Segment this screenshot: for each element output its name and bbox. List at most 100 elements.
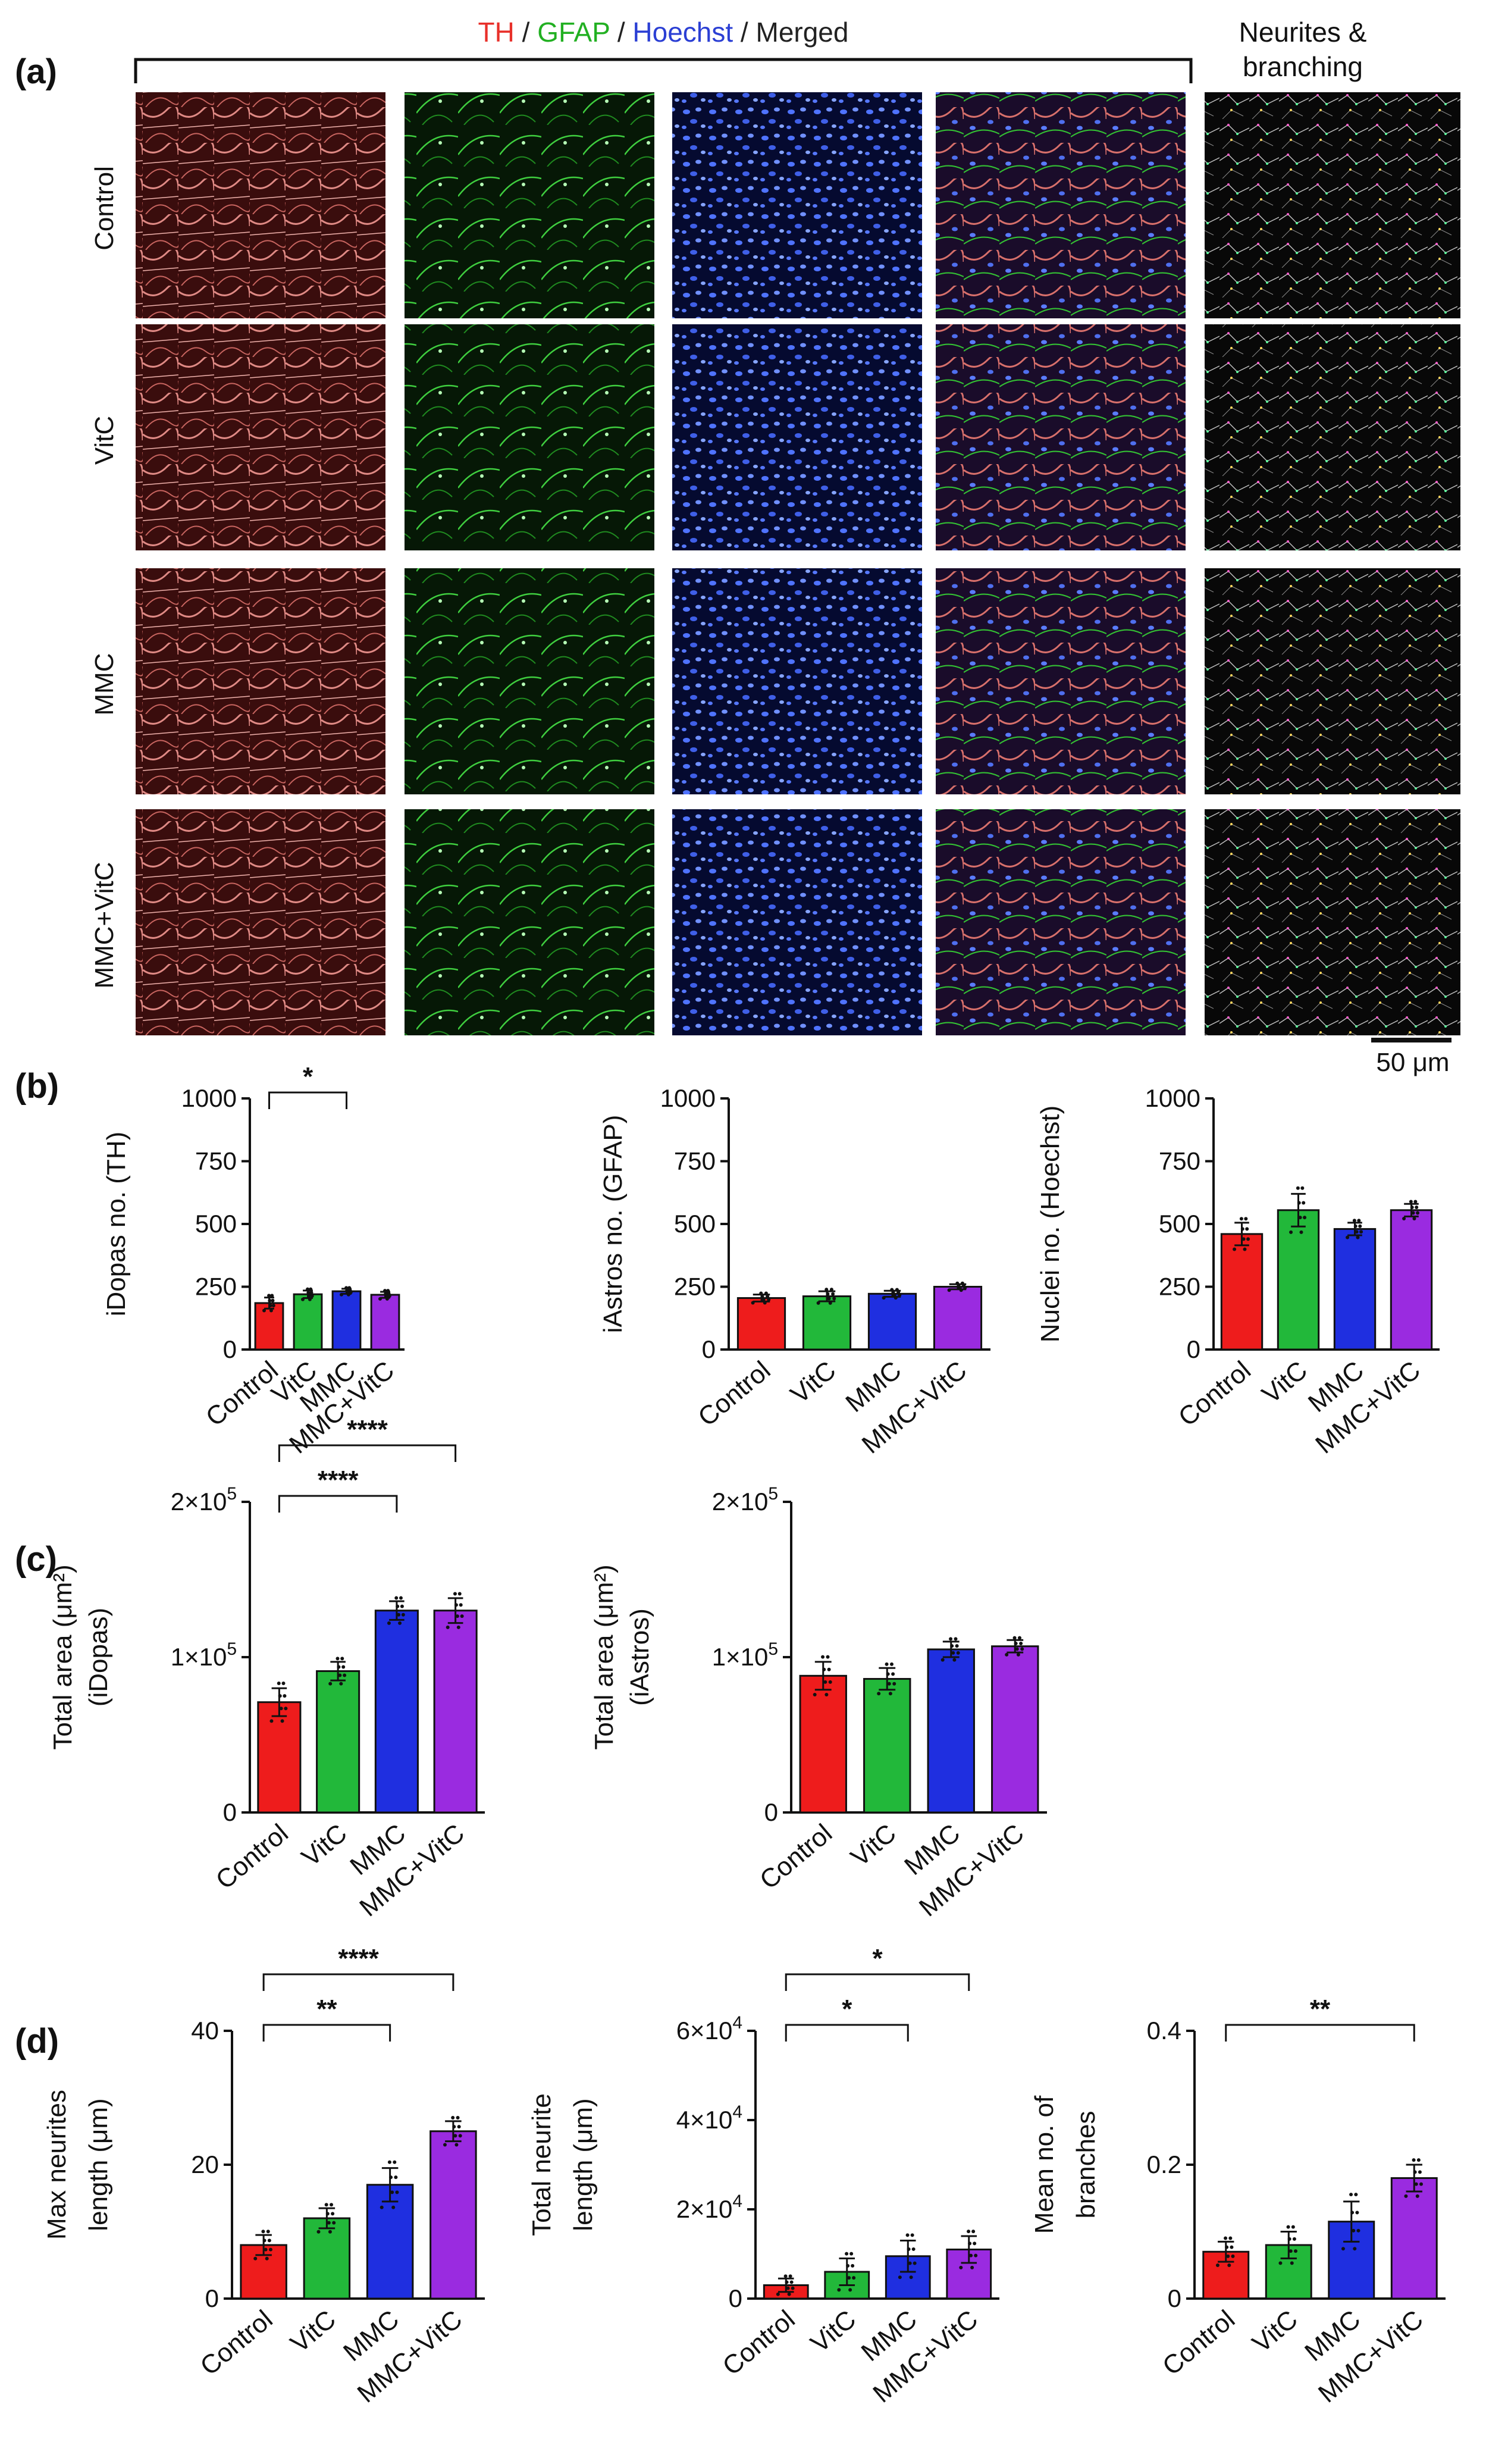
y-tick-label: 1×105 bbox=[712, 1639, 778, 1671]
y-tick-label-exp: 5 bbox=[227, 1639, 237, 1659]
bar-vitc bbox=[303, 2217, 351, 2300]
y-tick-label: 0 bbox=[223, 1335, 237, 1363]
replicate-dot bbox=[849, 2252, 854, 2256]
replicate-dot bbox=[1350, 2211, 1355, 2215]
replicate-dot bbox=[269, 1308, 273, 1313]
replicate-dot bbox=[391, 2205, 396, 2209]
replicate-dot bbox=[309, 1287, 313, 1291]
replicate-dot bbox=[831, 1292, 835, 1296]
significance-label: * bbox=[872, 1944, 883, 1973]
bar-mmc bbox=[366, 2184, 414, 2300]
replicate-dot bbox=[399, 1596, 403, 1600]
bar-mmc-vitc bbox=[370, 1294, 400, 1351]
micrograph-mmc-vitc-merged bbox=[936, 809, 1186, 1035]
x-tick-label: Control bbox=[211, 1818, 294, 1895]
x-tick-label: VitC bbox=[845, 1818, 902, 1872]
replicate-dot bbox=[1402, 1217, 1406, 1221]
replicate-dot bbox=[1352, 2228, 1356, 2233]
replicate-dot bbox=[277, 1681, 281, 1685]
scale-bar-label: 50 μm bbox=[1376, 1048, 1449, 1077]
replicate-dot bbox=[1413, 1200, 1418, 1204]
replicate-dot bbox=[396, 1604, 400, 1608]
significance-label: ** bbox=[316, 1995, 337, 2024]
micrograph-mmc-hoechst bbox=[672, 568, 922, 794]
replicate-dot bbox=[905, 2233, 910, 2237]
replicate-dot bbox=[1292, 2237, 1296, 2241]
y-axis-label-line2: length (μm) bbox=[569, 2098, 598, 2231]
replicate-dot bbox=[1291, 2225, 1295, 2229]
replicate-dot bbox=[786, 2286, 790, 2290]
significance-label: **** bbox=[318, 1466, 359, 1495]
replicate-dot bbox=[457, 1592, 462, 1596]
replicate-dot bbox=[894, 1296, 898, 1300]
replicate-dot bbox=[892, 1682, 896, 1686]
significance-bracket bbox=[785, 1973, 970, 1991]
bar-mmc-vitc bbox=[1390, 1209, 1433, 1351]
replicate-dot bbox=[1286, 2225, 1290, 2229]
replicate-dot bbox=[300, 1297, 305, 1301]
replicate-dot bbox=[828, 1680, 832, 1684]
replicate-dot bbox=[267, 2238, 271, 2243]
y-axis-label-line2: length (μm) bbox=[84, 2098, 113, 2231]
replicate-dot bbox=[848, 2288, 852, 2292]
replicate-dot bbox=[1012, 1636, 1017, 1640]
micrograph-vitc-gfap bbox=[405, 324, 654, 550]
replicate-dot bbox=[952, 1658, 957, 1662]
y-tick-label-base: 2×10 bbox=[676, 2195, 733, 2223]
y-tick-label-exp: 4 bbox=[732, 2013, 742, 2033]
replicate-dot bbox=[955, 1281, 960, 1285]
replicate-dot bbox=[1412, 2158, 1416, 2162]
y-axis-label-line2: (iDopas) bbox=[84, 1608, 113, 1707]
replicate-dot bbox=[1293, 2249, 1297, 2253]
y-axis-label-line2: (iAstros) bbox=[625, 1608, 654, 1706]
replicate-dot bbox=[457, 2125, 461, 2129]
replicate-dot bbox=[1240, 1227, 1244, 1231]
replicate-dot bbox=[824, 1288, 829, 1292]
replicate-dot bbox=[895, 1288, 899, 1292]
replicate-dot bbox=[816, 1301, 820, 1305]
replicate-dot bbox=[827, 1297, 831, 1301]
replicate-dot bbox=[394, 1596, 399, 1600]
bar-mmc-vitc bbox=[991, 1645, 1039, 1814]
micrograph-mmc-vitc-gfap bbox=[405, 809, 654, 1035]
replicate-dot bbox=[1215, 2263, 1219, 2268]
replicate-dot bbox=[1014, 1642, 1018, 1646]
y-tick-label: 1×105 bbox=[171, 1639, 237, 1671]
replicate-dot bbox=[1359, 1230, 1363, 1234]
replicate-dot bbox=[1278, 2261, 1283, 2265]
replicate-dot bbox=[327, 2221, 331, 2225]
header-sep-1: / bbox=[515, 17, 537, 48]
replicate-dot bbox=[909, 2275, 913, 2280]
replicate-dot bbox=[789, 2280, 794, 2284]
replicate-dot bbox=[393, 2160, 397, 2164]
replicate-dot bbox=[390, 2190, 394, 2194]
replicate-dot bbox=[1416, 1211, 1420, 1215]
replicate-dot bbox=[271, 1304, 275, 1308]
replicate-dot bbox=[845, 2252, 849, 2256]
replicate-dot bbox=[822, 1667, 826, 1671]
bar-mmc-vitc bbox=[933, 1286, 983, 1351]
replicate-dot bbox=[886, 1672, 890, 1676]
replicate-dot bbox=[387, 1621, 391, 1625]
significance-bracket bbox=[785, 2024, 909, 2042]
replicate-dot bbox=[336, 1657, 340, 1661]
replicate-dot bbox=[270, 1294, 274, 1298]
replicate-dot bbox=[1015, 1647, 1019, 1651]
replicate-dot bbox=[268, 1304, 272, 1308]
replicate-dot bbox=[325, 2212, 330, 2216]
replicate-dot bbox=[763, 1301, 767, 1305]
replicate-dot bbox=[791, 2286, 795, 2290]
replicate-dot bbox=[896, 1291, 901, 1295]
y-tick-label: 0.2 bbox=[1147, 2150, 1181, 2178]
replicate-dot bbox=[940, 1658, 945, 1662]
y-tick-label-base: 4×10 bbox=[676, 2106, 733, 2134]
header-sep-2: / bbox=[610, 17, 632, 48]
replicate-dot bbox=[266, 2230, 270, 2234]
replicate-dot bbox=[1289, 2249, 1293, 2253]
significance-label: ** bbox=[1310, 1995, 1331, 2024]
replicate-dot bbox=[452, 2125, 456, 2129]
micrograph-control-gfap bbox=[405, 92, 654, 318]
replicate-dot bbox=[268, 2247, 272, 2252]
